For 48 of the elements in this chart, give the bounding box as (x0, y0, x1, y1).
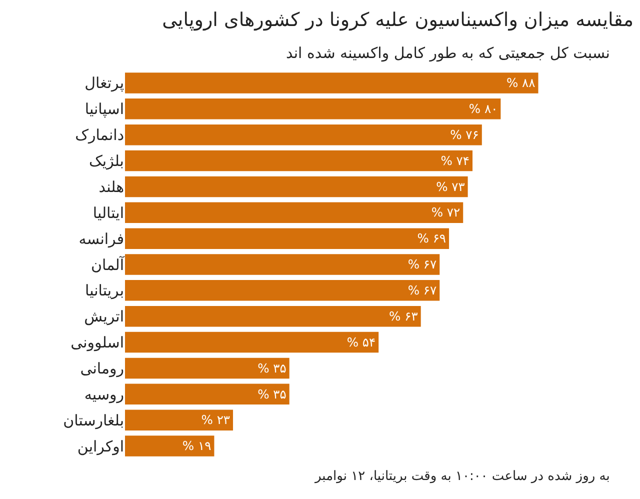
y-tick-label: بریتانیا (85, 282, 124, 300)
bar (125, 280, 440, 301)
data-label: % ۵۴ (346, 335, 376, 350)
bar (125, 150, 473, 172)
data-label: % ۷۶ (450, 128, 479, 142)
y-tick-label: فرانسه (78, 230, 124, 248)
bar (125, 384, 290, 405)
bar (125, 436, 214, 456)
data-label: % ۷۳ (436, 180, 466, 194)
data-label: % ۳۵ (258, 387, 286, 402)
chart-title: مقایسه میزان واکسیناسیون علیه کرونا در کشورهای اروپایی (162, 8, 634, 31)
data-label: % ۷۴ (440, 154, 470, 168)
y-tick-label: آلمان (91, 254, 125, 274)
data-label: % ۳۵ (258, 361, 286, 376)
y-tick-label: اسلوونی (70, 334, 124, 352)
bar (125, 72, 538, 94)
data-label: % ۲۳ (201, 413, 230, 428)
y-tick-label: اسپانیا (84, 100, 124, 118)
y-tick-label: هلند (98, 178, 124, 196)
y-tick-label: روسیه (84, 385, 124, 404)
bar (125, 98, 501, 120)
data-label: % ۸۸ (506, 76, 536, 90)
data-label: % ۶۳ (389, 309, 418, 324)
data-label: % ۷۲ (431, 206, 460, 220)
y-tick-label: رومانی (80, 359, 124, 378)
bar (125, 410, 234, 430)
data-label: % ۶۷ (408, 258, 438, 272)
y-tick-label: بلغارستان (63, 411, 124, 430)
data-label: % ۱۹ (182, 439, 212, 454)
bar (125, 176, 468, 198)
bar (125, 332, 379, 353)
y-tick-label: ایتالیا (92, 204, 124, 222)
y-tick-label: بلژیک (88, 152, 124, 170)
y-tick-label: اوکراین (77, 437, 124, 456)
bar (125, 228, 450, 249)
y-tick-label: پرتغال (84, 74, 124, 92)
y-tick-label: دانمارک (75, 126, 124, 144)
bar (125, 202, 464, 224)
text: به روز شده در ساعت ۱۰:۰۰ به وقت بریتانیا، ۱۲ نوامبر (314, 469, 610, 484)
data-label: % ۸۰ (468, 102, 498, 116)
bar (125, 306, 421, 327)
chart-subtitle: نسبت کل جمعیتی که به طور کامل واکسینه شده اند (286, 44, 610, 62)
data-label: % ۶۹ (417, 232, 446, 246)
bar (125, 254, 440, 275)
y-tick-label: اتریش (84, 308, 124, 326)
bar (125, 358, 290, 379)
data-label: % ۶۷ (408, 284, 438, 298)
bar (125, 124, 482, 146)
